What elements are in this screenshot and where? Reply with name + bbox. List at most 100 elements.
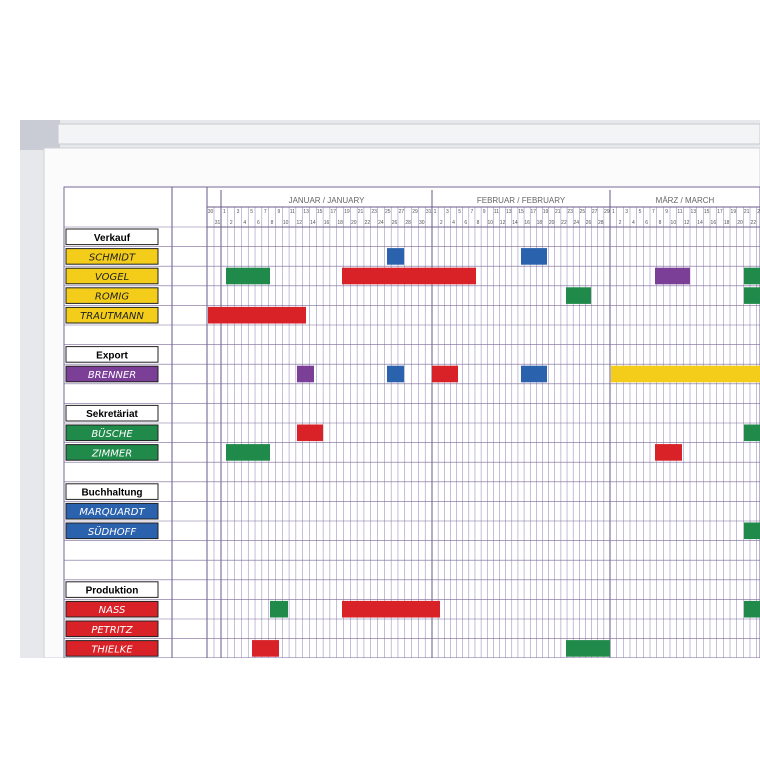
day-number: 2: [440, 220, 443, 226]
day-number: 7: [264, 209, 267, 215]
group-title: Sekretäriat: [86, 409, 138, 420]
member-name: SÜDHOFF: [88, 525, 137, 538]
magnet: [226, 444, 270, 461]
day-number: 18: [724, 220, 730, 226]
magnet: [297, 424, 323, 442]
day-number: 10: [671, 220, 677, 226]
day-number: 22: [561, 220, 567, 226]
name-tag: [65, 600, 159, 618]
day-number: 18: [337, 220, 343, 226]
day-number: 5: [458, 209, 461, 215]
group-title: Export: [96, 350, 128, 361]
month-label: FEBRUAR / FEBRUARY: [477, 196, 566, 205]
magnet: [432, 365, 458, 383]
grid-box: [63, 186, 760, 659]
day-number: 28: [598, 220, 604, 226]
day-number: 21: [555, 209, 561, 215]
name-tag: [65, 444, 159, 461]
name-tag: [65, 640, 159, 657]
member-name: VOGEL: [95, 272, 129, 283]
frame-rail: [57, 123, 760, 145]
day-number: 2: [230, 220, 233, 226]
name-tag: [65, 365, 159, 383]
day-number: 7: [652, 209, 655, 215]
day-number: 11: [494, 209, 499, 215]
magnet: [521, 365, 547, 383]
day-number: 13: [303, 209, 309, 215]
day-number: 16: [711, 220, 717, 226]
month-label: JANUAR / JANUARY: [289, 196, 366, 205]
day-number: 3: [625, 209, 628, 215]
day-number: 14: [697, 220, 703, 226]
group-title: Verkauf: [94, 233, 131, 244]
magnet: [208, 306, 306, 324]
day-number: 21: [358, 209, 364, 215]
day-number: 12: [296, 220, 302, 226]
day-number: 4: [452, 220, 455, 226]
magnet: [611, 365, 760, 383]
magnet: [744, 287, 760, 304]
name-tag: [65, 267, 159, 285]
day-number: 15: [704, 209, 710, 215]
member-name: ZIMMER: [91, 448, 132, 459]
magnet: [566, 640, 610, 657]
magnet: [297, 365, 314, 383]
day-number: 11: [290, 209, 295, 215]
cutoff: [0, 658, 760, 760]
day-number: 3: [237, 209, 240, 215]
member-name: BRENNER: [88, 370, 136, 381]
frame-corner: [20, 120, 60, 150]
day-number: 17: [331, 209, 337, 215]
magnet: [655, 267, 690, 285]
day-number: 4: [632, 220, 635, 226]
day-number: 22: [365, 220, 371, 226]
day-number: 15: [317, 209, 323, 215]
day-number: 29: [412, 209, 418, 215]
day-number: 27: [592, 209, 598, 215]
magnet: [744, 424, 760, 442]
name-tag: [65, 287, 159, 304]
member-name: THIELKE: [91, 644, 133, 655]
day-number: 9: [277, 209, 280, 215]
name-tag: [65, 620, 159, 638]
day-number: 26: [392, 220, 398, 226]
magnet: [744, 522, 760, 540]
name-tag: [65, 502, 159, 520]
day-number: 8: [271, 220, 274, 226]
day-number: 31: [215, 220, 221, 226]
day-number: 21: [744, 209, 750, 215]
magnet: [655, 444, 682, 461]
day-number: 2: [619, 220, 622, 226]
day-number: 1: [612, 209, 615, 215]
magnet: [270, 600, 288, 618]
day-number: 13: [691, 209, 697, 215]
day-number: 17: [717, 209, 723, 215]
day-number: 5: [639, 209, 642, 215]
day-number: 25: [385, 209, 391, 215]
day-number: 24: [573, 220, 579, 226]
day-number: 24: [378, 220, 384, 226]
magnet: [744, 600, 760, 618]
day-number: 22: [751, 220, 757, 226]
member-name: ROMIG: [95, 292, 129, 303]
day-number: 16: [324, 220, 330, 226]
group-tag: [65, 228, 159, 246]
day-number: 26: [586, 220, 592, 226]
day-number: 1: [223, 209, 226, 215]
group-title: Buchhaltung: [81, 488, 142, 499]
member-name: BÜSCHE: [91, 427, 133, 440]
day-number: 30: [419, 220, 425, 226]
name-tag: [65, 306, 159, 324]
day-number: 5: [250, 209, 253, 215]
day-number: 31: [426, 209, 432, 215]
day-number: 30: [208, 209, 214, 215]
magnet: [387, 248, 404, 265]
day-number: 11: [677, 209, 682, 215]
name-tag: [65, 248, 159, 265]
day-number: 27: [399, 209, 405, 215]
day-number: 9: [483, 209, 486, 215]
day-number: 28: [405, 220, 411, 226]
day-number: 13: [506, 209, 512, 215]
day-number: 8: [477, 220, 480, 226]
